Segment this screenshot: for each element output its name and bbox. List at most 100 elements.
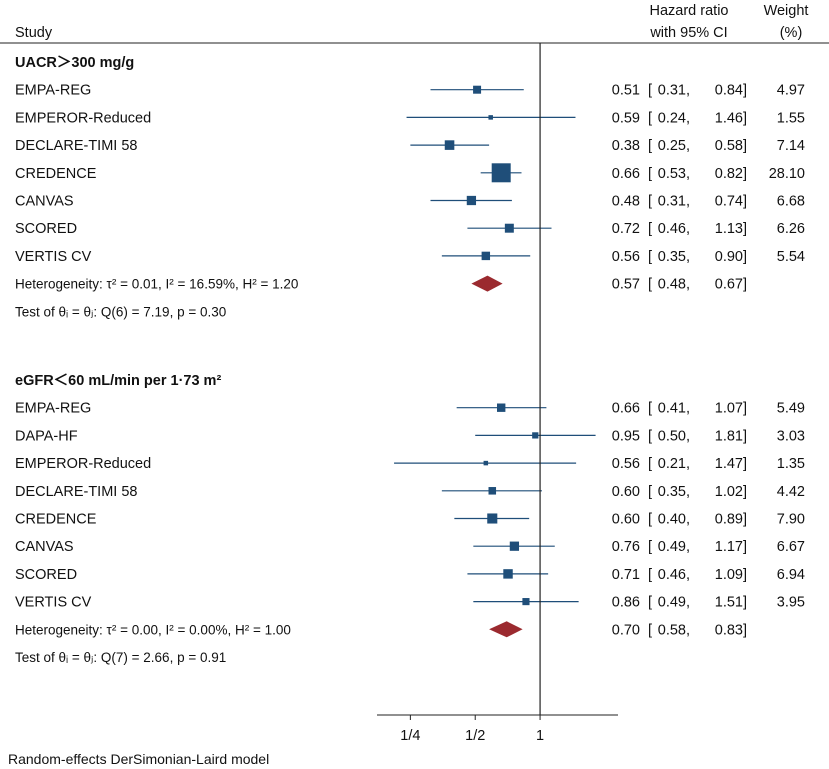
weight-value: 7.90 <box>777 512 805 528</box>
ci-upper-value: 0.67] <box>715 277 747 293</box>
study-label: SCORED <box>15 221 77 237</box>
weight-value: 7.14 <box>777 138 805 154</box>
study-marker <box>496 403 506 412</box>
hazard-ratio-value: 0.72 <box>612 221 640 237</box>
study-marker <box>532 432 539 439</box>
study-label: EMPA-REG <box>15 83 91 99</box>
hazard-ratio-value: 0.57 <box>612 277 640 293</box>
study-label: EMPEROR-Reduced <box>15 456 151 472</box>
x-tick-label: 1/2 <box>465 728 485 744</box>
weight-unit-header: (%) <box>780 25 803 41</box>
ci-header: with 95% CI <box>649 25 727 41</box>
subgroup-title: UACR＞300 mg/g <box>15 55 134 71</box>
hazard-ratio-value: 0.66 <box>612 166 640 182</box>
hazard-ratio-value: 0.66 <box>612 401 640 417</box>
hazard-ratio-value: 0.56 <box>612 249 640 265</box>
ci-upper-value: 1.47] <box>715 456 747 472</box>
weight-value: 4.97 <box>777 83 805 99</box>
ci-upper-value: 1.09] <box>715 567 747 583</box>
heterogeneity-label: Heterogeneity: τ² = 0.00, I² = 0.00%, H²… <box>15 622 291 637</box>
ci-bracket-open: [ <box>648 249 652 265</box>
ci-upper-value: 0.58] <box>715 138 747 154</box>
ci-lower-value: 0.31, <box>658 194 690 210</box>
study-marker <box>444 140 455 150</box>
ci-lower-value: 0.49, <box>658 539 690 555</box>
weight-value: 6.67 <box>777 539 805 555</box>
weight-value: 5.49 <box>777 401 805 417</box>
ci-lower-value: 0.24, <box>658 110 690 126</box>
ci-lower-value: 0.46, <box>658 221 690 237</box>
ci-lower-value: 0.46, <box>658 567 690 583</box>
ci-bracket-open: [ <box>648 456 652 472</box>
ci-upper-value: 1.81] <box>715 428 747 444</box>
study-marker <box>522 598 530 606</box>
study-marker <box>509 541 520 551</box>
study-marker <box>503 569 513 579</box>
ci-bracket-open: [ <box>648 138 652 154</box>
weight-value: 28.10 <box>769 166 805 182</box>
hazard-ratio-header: Hazard ratio <box>650 3 729 19</box>
ci-bracket-open: [ <box>648 83 652 99</box>
ci-upper-value: 0.83] <box>715 622 747 638</box>
heterogeneity-test: Test of θᵢ = θⱼ: Q(6) = 7.19, p = 0.30 <box>15 304 226 319</box>
ci-lower-value: 0.31, <box>658 83 690 99</box>
hazard-ratio-value: 0.56 <box>612 456 640 472</box>
ci-upper-value: 1.07] <box>715 401 747 417</box>
weight-value: 5.54 <box>777 249 805 265</box>
ci-lower-value: 0.53, <box>658 166 690 182</box>
study-marker <box>473 85 482 94</box>
hazard-ratio-value: 0.59 <box>612 110 640 126</box>
ci-upper-value: 0.89] <box>715 512 747 528</box>
ci-bracket-open: [ <box>648 567 652 583</box>
weight-value: 1.55 <box>777 110 805 126</box>
ci-bracket-open: [ <box>648 194 652 210</box>
heterogeneity-label: Heterogeneity: τ² = 0.01, I² = 16.59%, H… <box>15 277 298 292</box>
ci-lower-value: 0.40, <box>658 512 690 528</box>
ci-upper-value: 1.02] <box>715 484 747 500</box>
ci-upper-value: 0.82] <box>715 166 747 182</box>
hazard-ratio-value: 0.86 <box>612 595 640 611</box>
study-label: EMPEROR-Reduced <box>15 110 151 126</box>
x-tick-label: 1 <box>536 728 544 744</box>
weight-value: 4.42 <box>777 484 805 500</box>
hazard-ratio-value: 0.60 <box>612 512 640 528</box>
ci-bracket-open: [ <box>648 166 652 182</box>
study-label: SCORED <box>15 567 77 583</box>
ci-upper-value: 0.84] <box>715 83 747 99</box>
ci-bracket-open: [ <box>648 539 652 555</box>
ci-upper-value: 1.51] <box>715 595 747 611</box>
study-label: DECLARE-TIMI 58 <box>15 484 137 500</box>
hazard-ratio-value: 0.51 <box>612 83 640 99</box>
pooled-diamond <box>471 275 503 292</box>
study-label: DAPA-HF <box>15 428 78 444</box>
study-marker <box>466 195 477 206</box>
study-label: EMPA-REG <box>15 401 91 417</box>
ci-bracket-open: [ <box>648 221 652 237</box>
ci-lower-value: 0.58, <box>658 622 690 638</box>
hazard-ratio-value: 0.48 <box>612 194 640 210</box>
ci-upper-value: 1.17] <box>715 539 747 555</box>
study-marker <box>487 513 498 524</box>
weight-value: 6.26 <box>777 221 805 237</box>
study-marker <box>483 460 489 466</box>
ci-bracket-open: [ <box>648 512 652 528</box>
study-marker <box>481 251 491 261</box>
weight-value: 3.03 <box>777 428 805 444</box>
study-label: CREDENCE <box>15 166 97 182</box>
ci-bracket-open: [ <box>648 622 652 638</box>
hazard-ratio-value: 0.76 <box>612 539 640 555</box>
pooled-diamond <box>489 621 523 638</box>
ci-bracket-open: [ <box>648 484 652 500</box>
study-label: CREDENCE <box>15 512 97 528</box>
study-header: Study <box>15 25 53 41</box>
x-tick-label: 1/4 <box>400 728 420 744</box>
study-label: DECLARE-TIMI 58 <box>15 138 137 154</box>
weight-value: 3.95 <box>777 595 805 611</box>
study-marker <box>488 487 497 495</box>
study-marker <box>488 115 493 120</box>
study-label: VERTIS CV <box>15 249 92 265</box>
study-label: CANVAS <box>15 194 74 210</box>
study-marker <box>491 163 511 183</box>
subgroup-title: eGFR＜60 mL/min per 1·73 m² <box>15 373 221 389</box>
